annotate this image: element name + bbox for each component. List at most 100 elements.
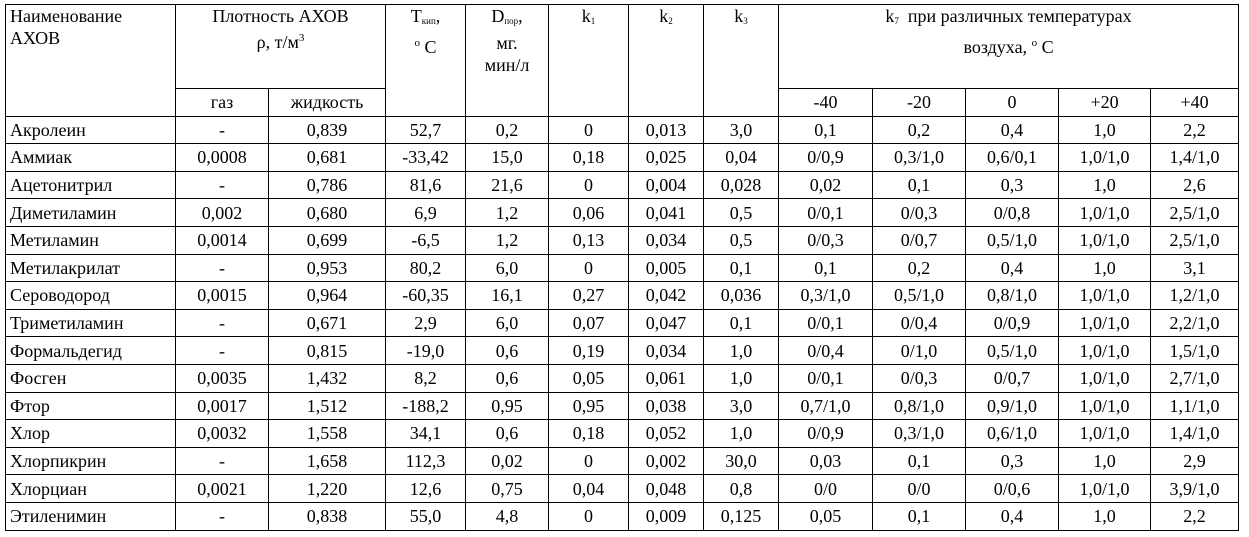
table-cell: 0/0,3 bbox=[872, 363, 967, 393]
header-text: T bbox=[410, 6, 422, 26]
table-cell: 2,5/1,0 bbox=[1150, 225, 1240, 255]
table-cell: 0,7/1,0 bbox=[778, 391, 874, 421]
table-cell: 0,009 bbox=[628, 501, 705, 531]
table-cell: 0,4 bbox=[965, 253, 1060, 283]
table-cell: 6,0 bbox=[465, 308, 550, 338]
table-cell: 0,4 bbox=[965, 501, 1060, 531]
table-cell: 1,220 bbox=[267, 474, 387, 503]
table-cell: 0 bbox=[548, 446, 630, 476]
header-text: C bbox=[424, 37, 437, 57]
table-cell: 0,1 bbox=[872, 446, 967, 476]
table-cell: -60,35 bbox=[385, 281, 467, 310]
table-cell: 0,0008 bbox=[175, 143, 269, 172]
table-cell: 0,1 bbox=[778, 253, 874, 283]
table-cell: - bbox=[175, 253, 269, 283]
table-cell: 6,0 bbox=[465, 253, 550, 283]
table-cell: 0,3/1,0 bbox=[778, 281, 874, 310]
header-text: воздуха, bbox=[963, 37, 1028, 57]
table-cell: 1,0 bbox=[703, 363, 780, 393]
table-cell: 0,125 bbox=[703, 501, 780, 531]
table-cell: 0,5 bbox=[703, 198, 780, 227]
table-cell: 112,3 bbox=[385, 446, 467, 476]
header-text: ρ, т/м bbox=[256, 32, 299, 52]
table-row: Метилакрилат -0,953 80,2 6,0 0 0,005 0,1 0,1 0,2… bbox=[5, 253, 1240, 283]
table-cell: - bbox=[175, 170, 269, 200]
header-sup: о bbox=[414, 37, 421, 49]
header-cell: газ bbox=[175, 88, 269, 117]
table-cell: 0,953 bbox=[267, 253, 387, 283]
table-row: Фосген 0,0035 1,432 8,2 0,6 0,05 0,061 1,0 0/0,1… bbox=[5, 363, 1240, 393]
table-cell: 0,680 bbox=[267, 198, 387, 227]
table-cell: 1,0 bbox=[703, 419, 780, 448]
table-cell: 1,658 bbox=[267, 446, 387, 476]
substance-name: Триметиламин bbox=[5, 308, 176, 338]
table-cell: 1,558 bbox=[267, 419, 387, 448]
table-cell: 0,5 bbox=[703, 225, 780, 255]
table-cell: 0 bbox=[548, 170, 630, 200]
header-text: D bbox=[491, 6, 505, 26]
table-cell: 0,6 bbox=[465, 336, 550, 365]
table-cell: 0,13 bbox=[548, 225, 630, 255]
table-cell: 0 bbox=[548, 501, 630, 531]
header-cell: Наименование АХОВ bbox=[5, 4, 176, 117]
table-cell: - bbox=[175, 308, 269, 338]
header-text: k bbox=[734, 6, 744, 26]
table-cell: 0,4 bbox=[965, 115, 1060, 145]
table-cell: 0,034 bbox=[628, 336, 705, 365]
table-row: Формальдегид -0,815 -19,0 0,6 0,19 0,034 1,0 0/… bbox=[5, 336, 1240, 365]
table-cell: 0/0 bbox=[872, 474, 967, 503]
table-cell: 55,0 bbox=[385, 501, 467, 531]
header-sub: 3 bbox=[743, 16, 748, 26]
table-cell: 1,0 bbox=[1058, 253, 1152, 283]
table-cell: 0/0,9 bbox=[778, 419, 874, 448]
table-cell: 0/0,6 bbox=[965, 474, 1060, 503]
table-cell: 3,1 bbox=[1150, 253, 1240, 283]
table-cell: - bbox=[175, 501, 269, 531]
table-cell: -19,0 bbox=[385, 336, 467, 365]
table-cell: 1,432 bbox=[267, 363, 387, 393]
substance-name: Фтор bbox=[5, 391, 176, 421]
substance-name: Аммиак bbox=[5, 143, 176, 172]
table-cell: 0,002 bbox=[175, 198, 269, 227]
table-cell: 1,0/1,0 bbox=[1058, 225, 1152, 255]
substance-name: Хлорциан bbox=[5, 474, 176, 503]
table-cell: 0/0,7 bbox=[965, 363, 1060, 393]
header-text: Плотность АХОВ bbox=[212, 6, 349, 26]
table-cell: 0,19 bbox=[548, 336, 630, 365]
substance-name: Метиламин bbox=[5, 225, 176, 255]
table-cell: 3,9/1,0 bbox=[1150, 474, 1240, 503]
table-cell: 0,1 bbox=[778, 115, 874, 145]
header-cell: k7 при различных температурах воздуха, о … bbox=[778, 4, 1240, 89]
table-cell: 1,2 bbox=[465, 198, 550, 227]
table-cell: 0,3 bbox=[965, 446, 1060, 476]
table-cell: 0,0035 bbox=[175, 363, 269, 393]
table-cell: 0,004 bbox=[628, 170, 705, 200]
table-cell: 2,2 bbox=[1150, 501, 1240, 531]
table-cell: 21,6 bbox=[465, 170, 550, 200]
table-row: Диметиламин 0,002 0,680 6,9 1,2 0,06 0,041 0,5 0… bbox=[5, 198, 1240, 227]
table-cell: 0,1 bbox=[703, 308, 780, 338]
table-cell: 1,0/1,0 bbox=[1058, 363, 1152, 393]
table-row: Метиламин 0,0014 0,699 -6,5 1,2 0,13 0,034 0,5 0… bbox=[5, 225, 1240, 255]
table-cell: 1,5/1,0 bbox=[1150, 336, 1240, 365]
table-cell: 0/0,9 bbox=[965, 308, 1060, 338]
table-cell: 0,3/1,0 bbox=[872, 143, 967, 172]
table-cell: 0,036 bbox=[703, 281, 780, 310]
table-cell: 0,002 bbox=[628, 446, 705, 476]
table-cell: 0,8/1,0 bbox=[965, 281, 1060, 310]
header-sup: 3 bbox=[298, 32, 305, 44]
table-cell: 0,02 bbox=[465, 446, 550, 476]
header-cell: Tкип, о C bbox=[385, 4, 467, 117]
substance-name: Акролеин bbox=[5, 115, 176, 145]
table-cell: 2,9 bbox=[385, 308, 467, 338]
substance-name: Формальдегид bbox=[5, 336, 176, 365]
table-cell: 0,2 bbox=[465, 115, 550, 145]
header-cell: 0 bbox=[965, 88, 1060, 117]
substance-name: Метилакрилат bbox=[5, 253, 176, 283]
table-cell: 1,0/1,0 bbox=[1058, 281, 1152, 310]
table-cell: 0,05 bbox=[778, 501, 874, 531]
table-cell: 0,1 bbox=[872, 501, 967, 531]
table-cell: 1,0 bbox=[1058, 501, 1152, 531]
table-cell: 1,0 bbox=[1058, 446, 1152, 476]
